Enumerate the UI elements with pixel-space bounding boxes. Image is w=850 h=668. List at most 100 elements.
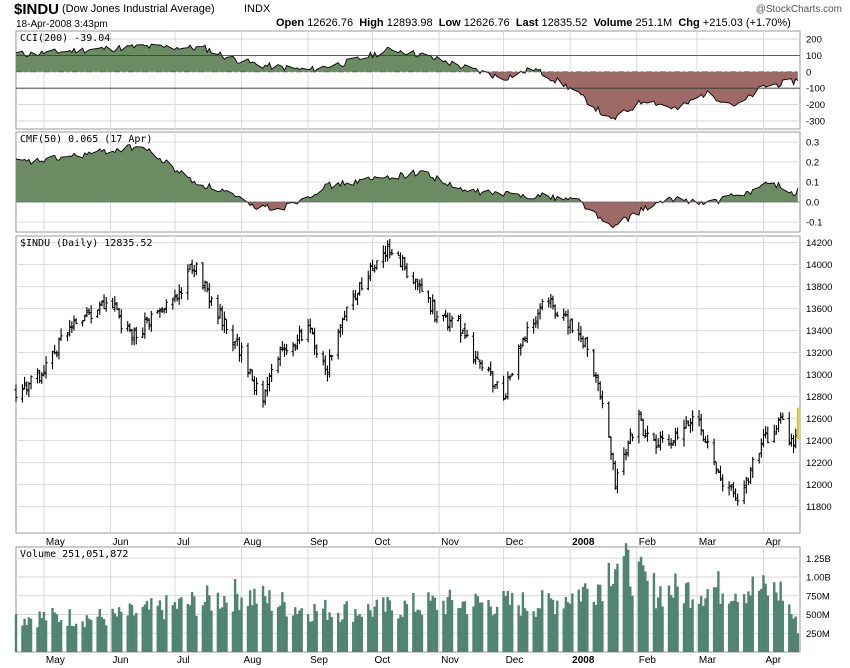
- price-bar: [98, 301, 102, 315]
- y-tick-label: -300: [806, 116, 825, 127]
- volume-bar: [221, 607, 224, 652]
- price-bar: [748, 467, 753, 484]
- volume-bar: [248, 590, 252, 652]
- price-bar: [216, 294, 220, 325]
- volume-bar: [487, 600, 490, 652]
- volume-bar: [158, 600, 162, 652]
- y-tick-label: 12600: [806, 414, 832, 425]
- high-label: High: [359, 17, 384, 29]
- price-bar: [278, 346, 282, 367]
- volume-bar: [165, 595, 168, 652]
- volume-bar: [205, 585, 209, 652]
- month-label: Oct: [375, 537, 391, 548]
- volume-bar: [654, 608, 658, 652]
- price-bar: [390, 248, 394, 256]
- volume-bar: [141, 606, 144, 652]
- y-tick-label: 14000: [806, 260, 832, 271]
- volume-bar: [178, 598, 181, 652]
- price-bar: [645, 425, 650, 442]
- volume-bar: [502, 590, 505, 652]
- volume-bar: [592, 601, 595, 652]
- volume-bar: [551, 599, 555, 652]
- volume-bar: [218, 608, 222, 652]
- volume-bar: [163, 619, 166, 652]
- price-bar: [59, 328, 63, 341]
- volume-bar: [246, 605, 250, 652]
- volume-bar: [360, 616, 364, 652]
- volume-bar: [751, 576, 754, 652]
- volume-bar: [59, 620, 63, 652]
- volume-bar: [472, 606, 475, 652]
- price-bar: [207, 283, 211, 309]
- volume-bar: [435, 609, 439, 652]
- price-bar: [20, 384, 25, 403]
- price-bar: [465, 329, 469, 338]
- y-tick-label: 0.2: [806, 158, 819, 169]
- price-bar: [160, 306, 164, 313]
- price-bar: [381, 245, 385, 269]
- price-bar: [366, 270, 370, 291]
- price-bar: [117, 307, 121, 319]
- price-bar: [691, 410, 695, 432]
- volume-bar: [493, 613, 497, 652]
- price-bar: [796, 407, 800, 439]
- price-bar: [35, 368, 40, 384]
- volume-bar: [639, 556, 643, 652]
- price-bar: [682, 419, 686, 447]
- price-bar: [293, 343, 297, 351]
- volume-bar: [581, 586, 585, 652]
- month-label: Sep: [310, 537, 328, 548]
- volume-bar: [175, 608, 179, 652]
- volume-bar: [223, 596, 226, 652]
- price-bar: [478, 359, 482, 369]
- volume-bar: [596, 584, 600, 652]
- panel-title: CMF(50) 0.065 (17 Apr): [20, 134, 152, 145]
- volume-bar: [180, 597, 183, 652]
- volume-bar: [760, 588, 763, 652]
- volume-bar: [412, 592, 415, 652]
- volume-bar: [669, 595, 673, 652]
- volume-bar: [418, 610, 422, 652]
- price-bar: [521, 337, 525, 347]
- price-bar: [179, 287, 183, 300]
- volume-bar: [145, 600, 149, 652]
- volume-bar: [450, 600, 454, 652]
- price-bar: [418, 279, 422, 294]
- last-value: 12835.52: [541, 17, 588, 29]
- price-bar: [660, 430, 665, 443]
- volume-bar: [562, 608, 565, 652]
- price-bar: [431, 294, 435, 315]
- volume-bar: [538, 608, 542, 652]
- price-bar: [714, 461, 718, 475]
- volume-bar: [491, 615, 495, 652]
- volume-bar: [281, 592, 284, 652]
- price-bar: [656, 438, 660, 448]
- volume-bar: [23, 618, 26, 652]
- price-bar: [83, 314, 87, 322]
- volume-bar: [504, 595, 507, 652]
- price-bar: [592, 349, 596, 377]
- volume-bar: [566, 602, 570, 652]
- price-bar: [523, 336, 527, 343]
- price-bar: [22, 376, 27, 390]
- price-bar: [654, 434, 658, 454]
- price-bar: [684, 416, 688, 429]
- volume-bar: [190, 592, 194, 652]
- price-bar: [145, 316, 149, 324]
- volume-bar: [429, 600, 432, 652]
- volume-bar: [135, 613, 138, 652]
- volume-bar: [757, 590, 761, 652]
- price-bar: [147, 318, 151, 330]
- price-bar: [471, 332, 476, 364]
- price-bar: [186, 264, 190, 300]
- price-bar: [201, 262, 205, 290]
- volume-bar: [251, 605, 254, 652]
- volume-bar: [579, 601, 583, 652]
- volume-bar: [330, 616, 333, 652]
- volume-bar: [291, 615, 295, 652]
- price-bar: [156, 309, 160, 314]
- volume-bar: [495, 606, 499, 652]
- price-bar: [353, 289, 357, 301]
- low-label: Low: [438, 17, 461, 29]
- price-bar: [70, 321, 74, 333]
